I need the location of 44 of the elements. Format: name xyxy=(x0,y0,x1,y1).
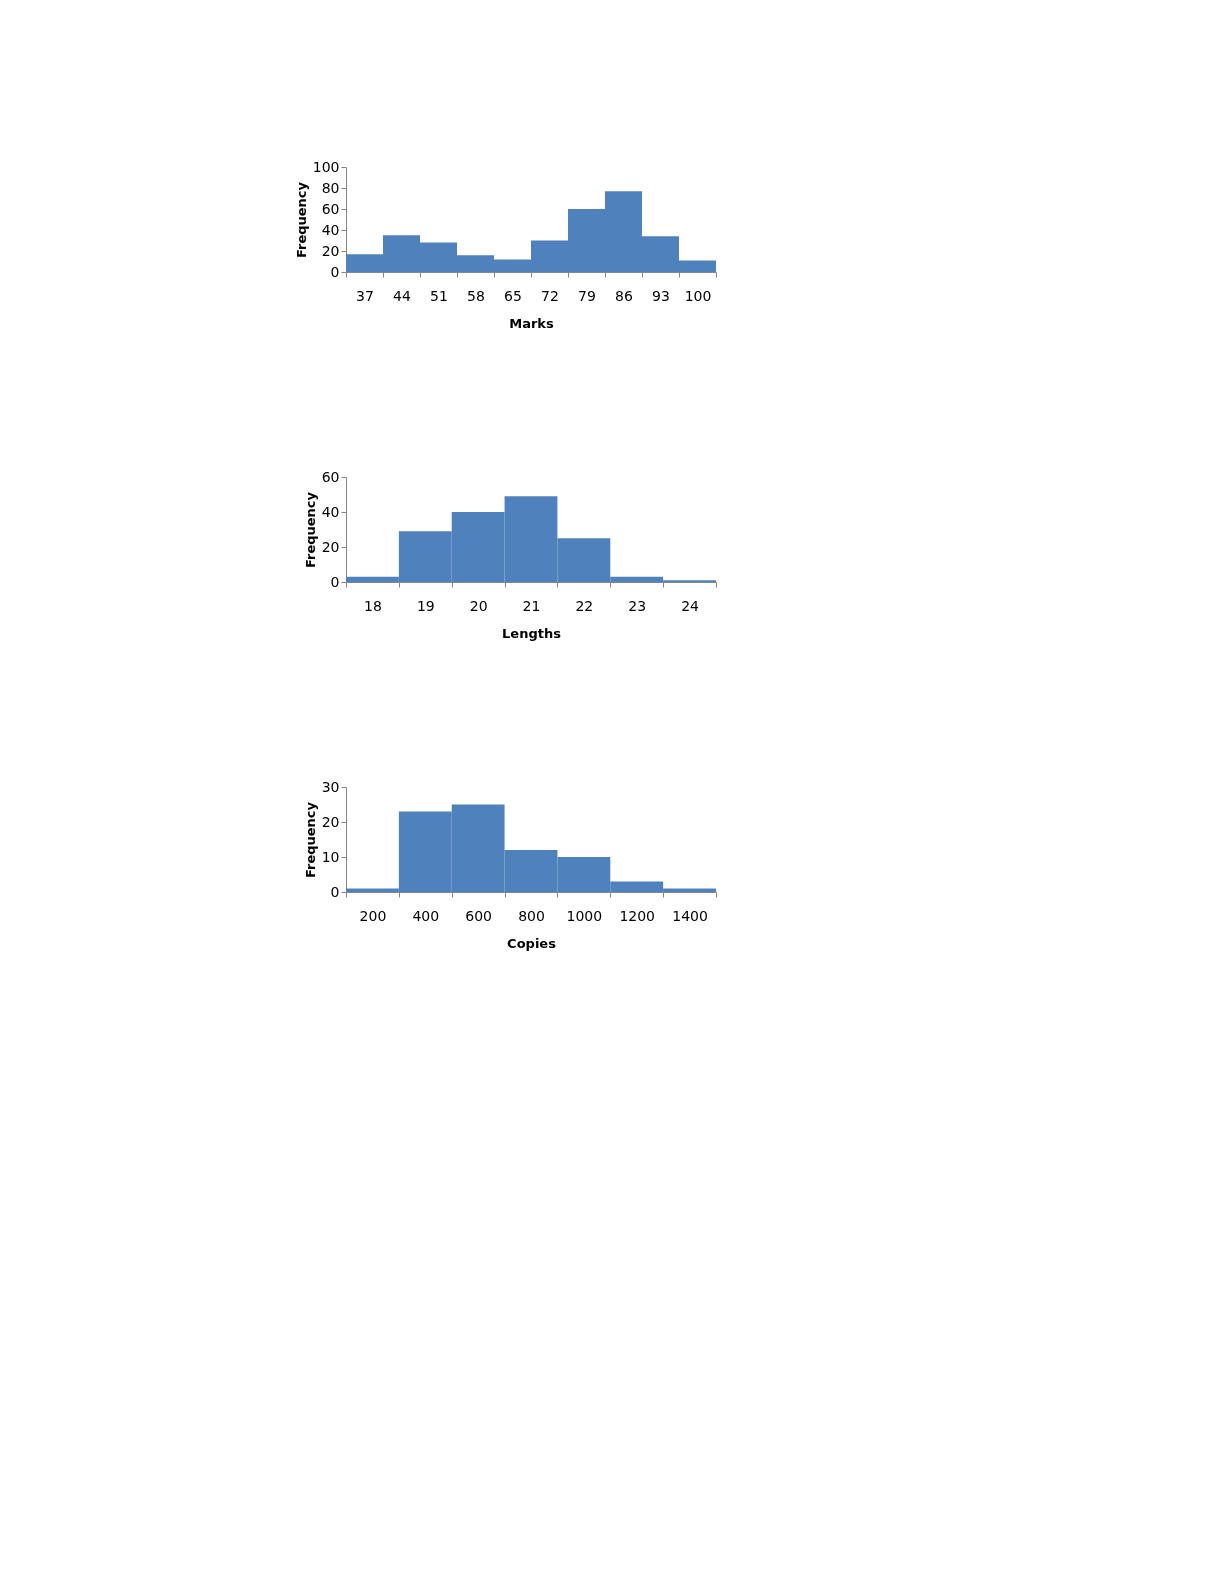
x-tick-label: 22 xyxy=(575,597,594,614)
x-tick-label: 1400 xyxy=(672,907,708,924)
x-tick-label: 800 xyxy=(518,907,545,924)
x-tick-label: 1200 xyxy=(619,907,656,924)
x-tick-label: 19 xyxy=(416,597,435,614)
y-axis-title: Frequency xyxy=(302,491,318,569)
x-tick-label: 200 xyxy=(359,907,387,924)
y-tick-label: 20 xyxy=(321,242,340,259)
x-tick-label: 24 xyxy=(681,597,700,614)
x-tick-label: 1000 xyxy=(566,907,603,924)
x-tick-label: 23 xyxy=(628,597,647,614)
y-tick-label: 40 xyxy=(321,221,340,238)
x-tick-label: 20 xyxy=(469,597,488,614)
y-tick-label: 30 xyxy=(321,778,340,795)
y-axis-title: Frequency xyxy=(302,801,318,879)
x-tick-label: 86 xyxy=(615,287,633,304)
x-tick-label: 79 xyxy=(578,287,596,304)
x-tick-label: 600 xyxy=(465,907,493,924)
x-tick-label: 65 xyxy=(504,287,522,304)
y-tick-label: 60 xyxy=(321,468,340,485)
y-tick-label: 10 xyxy=(321,848,340,865)
x-tick-label: 37 xyxy=(356,287,374,304)
x-tick-label: 51 xyxy=(430,287,448,304)
y-tick-label: 20 xyxy=(321,813,340,830)
x-tick-label: 44 xyxy=(393,287,411,304)
y-tick-label: 80 xyxy=(321,179,340,196)
y-tick-label: 60 xyxy=(321,200,340,217)
x-tick-label: 100 xyxy=(684,287,712,304)
y-tick-label: 0 xyxy=(330,883,340,900)
x-tick-label: 58 xyxy=(467,287,485,304)
y-tick-label: 40 xyxy=(321,503,340,520)
y-tick-label: 0 xyxy=(330,573,340,590)
y-axis-title: Frequency xyxy=(293,181,309,259)
y-tick-label: 20 xyxy=(321,538,340,555)
x-tick-label: 400 xyxy=(412,907,440,924)
x-tick-label: 93 xyxy=(652,287,670,304)
y-tick-label: 0 xyxy=(330,263,340,280)
x-axis-title: Marks xyxy=(509,315,555,331)
x-tick-label: 18 xyxy=(364,597,382,614)
x-axis-title: Lengths xyxy=(502,625,562,641)
x-tick-label: 72 xyxy=(541,287,559,304)
x-tick-label: 21 xyxy=(522,597,541,614)
x-axis-title: Copies xyxy=(507,935,557,951)
y-tick-label: 100 xyxy=(312,158,340,175)
